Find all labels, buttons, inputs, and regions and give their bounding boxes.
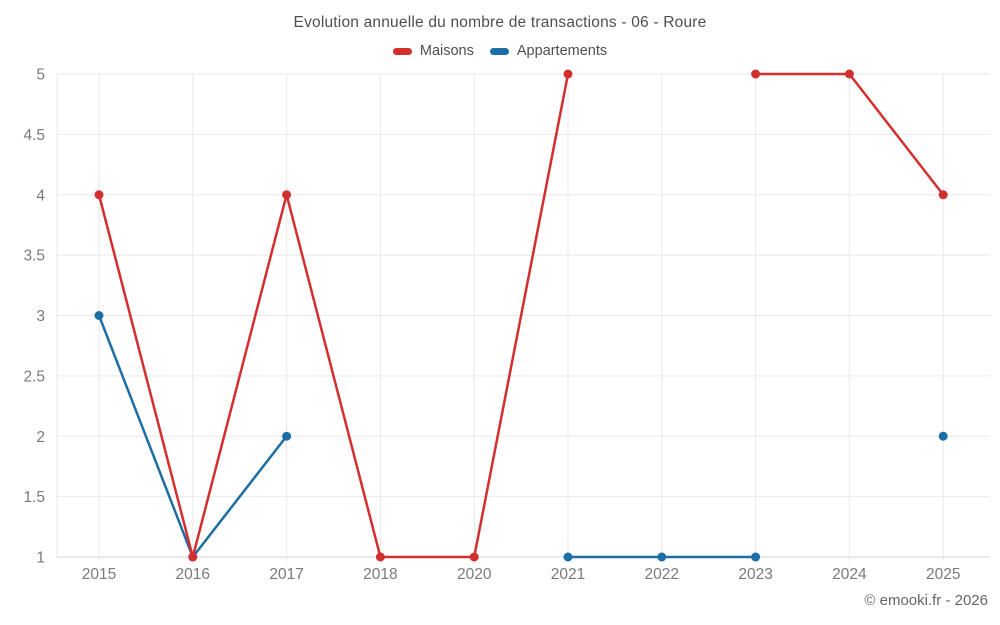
y-axis-tick-label: 1.5 bbox=[23, 489, 45, 506]
chart-title: Evolution annuelle du nombre de transact… bbox=[293, 14, 707, 31]
x-axis-tick-label: 2018 bbox=[363, 566, 397, 583]
legend-label-maisons: Maisons bbox=[419, 43, 474, 59]
y-axis-tick-label: 2 bbox=[36, 429, 45, 446]
data-point-maisons[interactable] bbox=[188, 552, 198, 562]
copyright-text: © emooki.fr - 2026 bbox=[864, 592, 988, 609]
y-axis-tick-label: 2.5 bbox=[23, 368, 45, 385]
data-point-appartements[interactable] bbox=[938, 431, 948, 441]
legend-label-appartements: Appartements bbox=[516, 43, 608, 59]
x-axis-tick-label: 2015 bbox=[82, 566, 116, 583]
x-axis-tick-label: 2023 bbox=[738, 566, 772, 583]
y-axis-tick-label: 1 bbox=[36, 550, 45, 567]
data-point-maisons[interactable] bbox=[563, 69, 573, 79]
data-point-appartements[interactable] bbox=[751, 552, 761, 562]
data-point-appartements[interactable] bbox=[282, 431, 292, 441]
y-axis-tick-label: 4 bbox=[36, 187, 45, 204]
x-axis-tick-label: 2024 bbox=[832, 566, 867, 583]
data-point-appartements[interactable] bbox=[94, 311, 104, 320]
y-axis-tick-label: 4.5 bbox=[23, 127, 45, 144]
x-axis-tick-label: 2017 bbox=[269, 566, 303, 583]
chart-legend: Maisons Appartements bbox=[0, 43, 1000, 59]
appartements-legend-marker-icon bbox=[489, 47, 509, 55]
data-point-maisons[interactable] bbox=[94, 190, 104, 200]
data-point-maisons[interactable] bbox=[844, 69, 854, 79]
data-point-maisons[interactable] bbox=[469, 552, 479, 562]
data-point-maisons[interactable] bbox=[938, 190, 948, 200]
data-point-maisons[interactable] bbox=[375, 552, 385, 562]
y-axis-tick-label: 3 bbox=[36, 308, 45, 325]
series-line-maisons bbox=[97, 72, 570, 559]
y-axis-tick-label: 5 bbox=[36, 67, 45, 84]
x-axis-tick-label: 2022 bbox=[645, 566, 679, 583]
x-axis-tick-label: 2016 bbox=[176, 566, 210, 583]
y-axis-tick-label: 3.5 bbox=[23, 248, 45, 265]
legend-item-appartements[interactable]: Appartements bbox=[489, 43, 608, 59]
data-point-appartements[interactable] bbox=[657, 552, 667, 562]
data-point-maisons[interactable] bbox=[751, 69, 761, 79]
x-axis-tick-label: 2021 bbox=[551, 566, 585, 583]
maisons-legend-marker-icon bbox=[392, 47, 412, 55]
data-point-appartements[interactable] bbox=[563, 552, 573, 562]
x-axis-tick-label: 2025 bbox=[926, 566, 960, 583]
legend-item-maisons[interactable]: Maisons bbox=[392, 43, 474, 59]
x-axis-tick-label: 2020 bbox=[457, 566, 492, 583]
data-point-maisons[interactable] bbox=[282, 190, 292, 200]
